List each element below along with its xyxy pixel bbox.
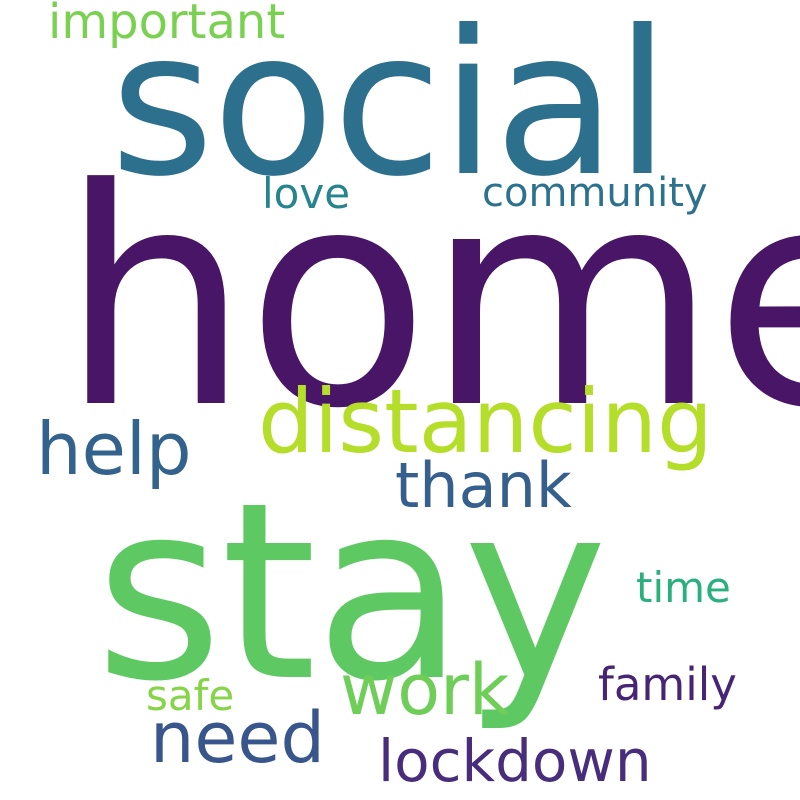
- word-help: help: [36, 407, 192, 491]
- word-work: work: [340, 649, 510, 731]
- word-time: time: [636, 563, 731, 612]
- word-important: important: [48, 0, 286, 50]
- word-distancing: distancing: [258, 370, 713, 473]
- word-need: need: [150, 697, 325, 779]
- word-family: family: [598, 658, 737, 711]
- word-thank: thank: [395, 449, 572, 522]
- word-stay: stay: [95, 450, 608, 735]
- word-safe: safe: [146, 671, 235, 720]
- word-love: love: [262, 169, 351, 218]
- word-home: home: [60, 125, 800, 474]
- word-social: social: [110, 0, 670, 221]
- word-community: community: [482, 170, 708, 216]
- word-lockdown: lockdown: [378, 727, 652, 795]
